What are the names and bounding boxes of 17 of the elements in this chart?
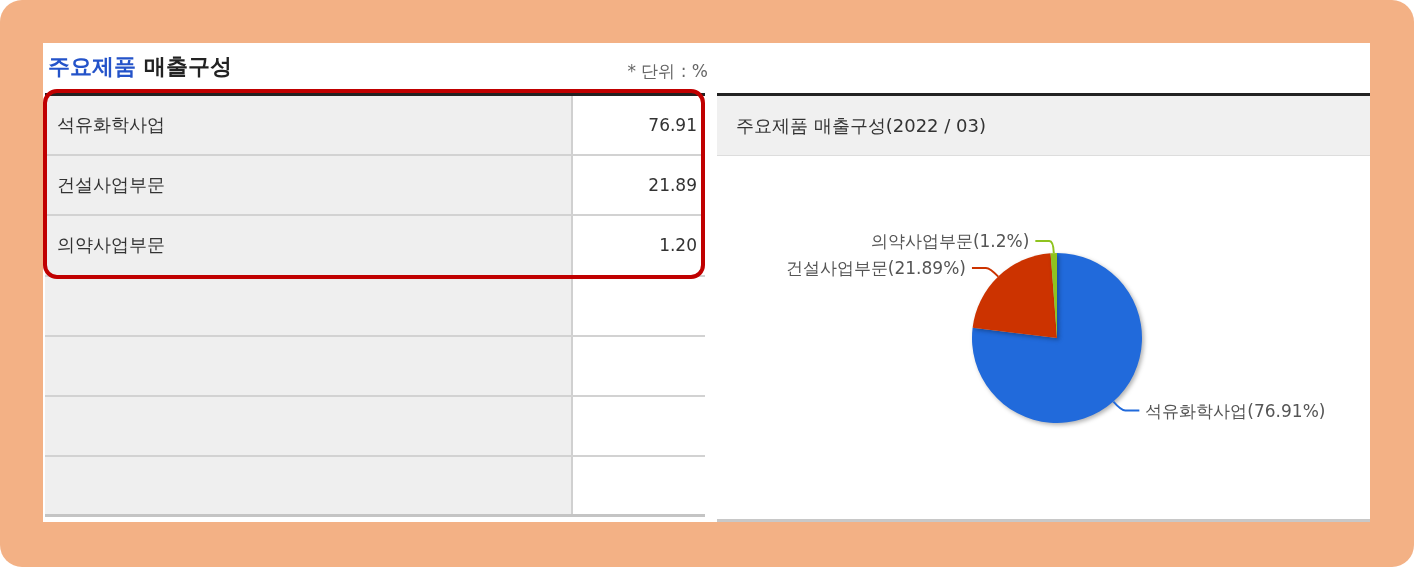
category-label: 의약사업부문 <box>57 233 165 258</box>
slice-label: 석유화학사업 <box>1145 400 1248 421</box>
category-label: 건설사업부문 <box>57 173 165 198</box>
text: 21.89 <box>648 175 697 196</box>
slice-label: 의약사업부문 <box>870 231 973 252</box>
pie-slice <box>972 253 1057 338</box>
data-label: (21.89%) <box>887 257 966 278</box>
slice-label: 건설사업부문 <box>785 257 888 278</box>
text: 76.91 <box>648 115 697 135</box>
data-label: (76.91%) <box>1247 400 1326 421</box>
text: * 단위 : % <box>627 60 708 82</box>
category-label: 석유화학사업 <box>57 113 165 137</box>
pie-slice <box>972 253 1142 423</box>
data-label: (1.2%) <box>972 231 1030 252</box>
text: 1.20 <box>659 235 697 256</box>
text: 주요제품 매출구성 <box>48 54 232 79</box>
chart-title: 주요제품 매출구성(2022 / 03) <box>736 114 986 138</box>
